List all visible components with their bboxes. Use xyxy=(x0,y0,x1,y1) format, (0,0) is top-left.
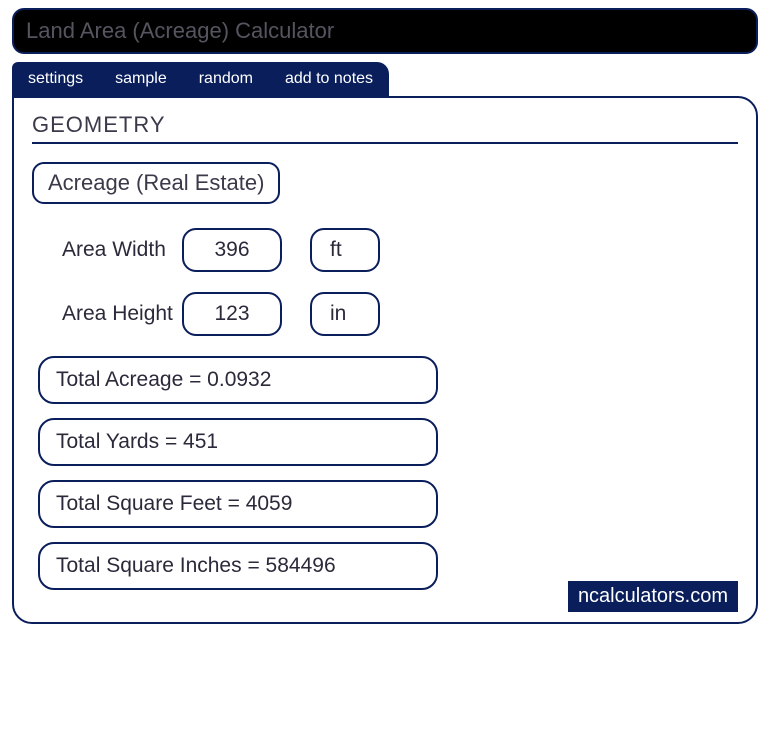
calculator-subheader: Acreage (Real Estate) xyxy=(32,162,280,204)
result-sqin: Total Square Inches = 584496 xyxy=(38,542,438,590)
input-row-width: Area Width 396 ft xyxy=(32,228,738,272)
result-yards: Total Yards = 451 xyxy=(38,418,438,466)
section-header: GEOMETRY xyxy=(32,112,738,144)
height-input[interactable]: 123 xyxy=(182,292,282,336)
tab-settings[interactable]: settings xyxy=(12,62,99,96)
tab-sample[interactable]: sample xyxy=(99,62,183,96)
result-sqft: Total Square Feet = 4059 xyxy=(38,480,438,528)
result-acreage: Total Acreage = 0.0932 xyxy=(38,356,438,404)
width-unit-select[interactable]: ft xyxy=(310,228,380,272)
page-title: Land Area (Acreage) Calculator xyxy=(26,18,744,44)
tab-random[interactable]: random xyxy=(183,62,269,96)
width-input[interactable]: 396 xyxy=(182,228,282,272)
height-label: Area Height xyxy=(62,301,182,326)
height-unit-select[interactable]: in xyxy=(310,292,380,336)
width-label: Area Width xyxy=(62,237,182,262)
title-bar: Land Area (Acreage) Calculator xyxy=(12,8,758,54)
brand-badge: ncalculators.com xyxy=(568,581,738,612)
input-row-height: Area Height 123 in xyxy=(32,292,738,336)
tab-bar: settings sample random add to notes xyxy=(12,62,758,96)
tab-add-to-notes[interactable]: add to notes xyxy=(269,62,389,96)
calculator-panel: GEOMETRY Acreage (Real Estate) Area Widt… xyxy=(12,96,758,624)
